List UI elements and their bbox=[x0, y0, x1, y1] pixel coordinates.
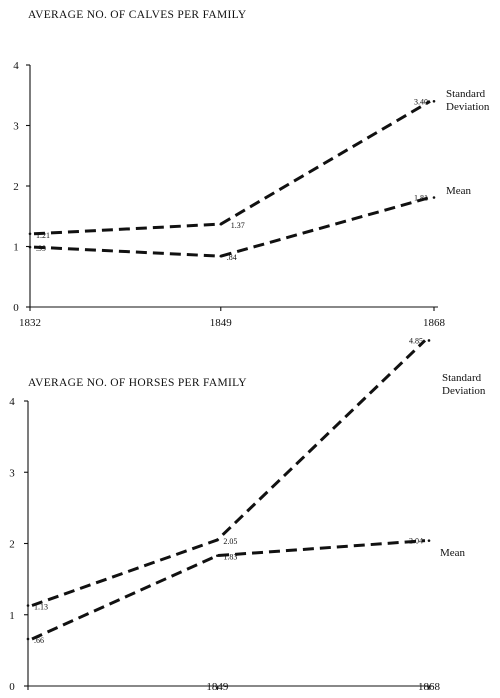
data-label: 2.05 bbox=[223, 537, 237, 546]
data-label: 2.04 bbox=[409, 537, 423, 546]
y-tick-label: 1 bbox=[9, 610, 15, 622]
data-point bbox=[219, 254, 223, 258]
data-point bbox=[219, 222, 223, 226]
data-point bbox=[432, 196, 436, 199]
x-tick-label: 1868 bbox=[418, 681, 441, 693]
chart-title: AVERAGE NO. OF CALVES PER FAMILY bbox=[28, 9, 247, 21]
chart-calves: AVERAGE NO. OF CALVES PER FAMILY 0 1 2 3 4 183… bbox=[13, 9, 490, 329]
series-mean: .66 1.83 2.04 Mean bbox=[26, 537, 466, 645]
y-tick-label: 1 bbox=[13, 242, 19, 254]
data-point bbox=[28, 245, 32, 249]
data-label: 1.83 bbox=[223, 553, 237, 562]
data-label: .99 bbox=[36, 244, 46, 253]
y-tick-label: 4 bbox=[9, 396, 15, 408]
data-label: .66 bbox=[34, 636, 44, 645]
series-name-label: Standard bbox=[446, 88, 486, 100]
data-point bbox=[432, 100, 436, 103]
x-tick-label: 1868 bbox=[423, 317, 446, 329]
y-tick-label: 0 bbox=[9, 681, 15, 693]
x-tick-label: 1849 bbox=[206, 681, 229, 693]
data-label: 3.40 bbox=[414, 97, 428, 106]
series-line bbox=[33, 196, 431, 258]
data-point bbox=[216, 554, 219, 557]
y-tick-label: 0 bbox=[13, 302, 19, 314]
data-point bbox=[427, 339, 431, 342]
data-label: 1.81 bbox=[414, 193, 428, 202]
data-point bbox=[216, 538, 219, 542]
series-line bbox=[31, 539, 426, 641]
series-name-label: Deviation bbox=[442, 385, 486, 397]
data-point bbox=[26, 604, 30, 607]
y-tick-label: 4 bbox=[13, 60, 19, 72]
y-tick-label: 3 bbox=[13, 121, 19, 133]
data-label: 1.21 bbox=[36, 231, 50, 240]
x-tick-label: 1849 bbox=[210, 317, 233, 329]
chart-horses: AVERAGE NO. OF HORSES PER FAMILY 0 1 2 3 4 184… bbox=[9, 336, 486, 693]
x-tick-label: 1832 bbox=[19, 317, 41, 329]
data-label: 1.13 bbox=[34, 602, 48, 611]
data-point bbox=[427, 539, 431, 542]
series-name-label: Deviation bbox=[446, 101, 490, 113]
y-tick-label: 2 bbox=[13, 181, 19, 193]
data-point bbox=[26, 637, 30, 641]
series-name-label: Standard bbox=[442, 372, 482, 384]
data-label: 1.37 bbox=[231, 221, 245, 230]
series-name-label: Mean bbox=[440, 547, 466, 559]
series-name-label: Mean bbox=[446, 185, 472, 197]
y-tick-label: 2 bbox=[9, 539, 15, 551]
data-label: .84 bbox=[227, 253, 237, 262]
data-label: 4.85 bbox=[409, 336, 423, 345]
chart-title: AVERAGE NO. OF HORSES PER FAMILY bbox=[28, 377, 247, 389]
series-mean: .99 .84 1.81 Mean bbox=[28, 185, 472, 262]
data-point bbox=[28, 232, 32, 236]
y-tick-label: 3 bbox=[9, 467, 15, 479]
